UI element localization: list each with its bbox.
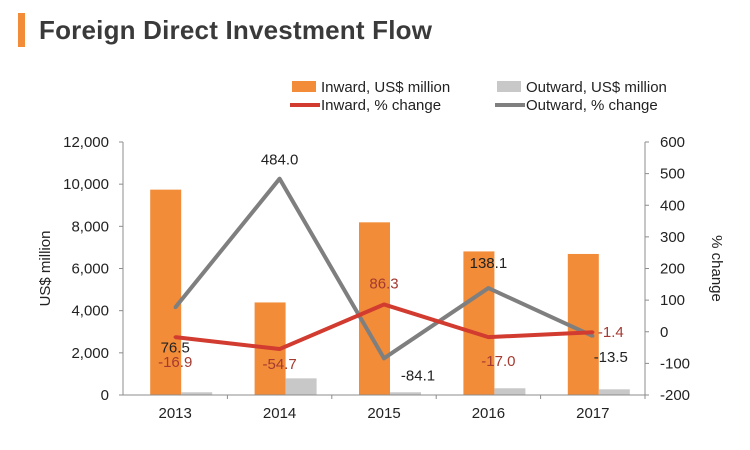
x-tick-label: 2014: [263, 405, 296, 422]
label-inward-change-2016: -17.0: [481, 353, 515, 370]
legend-label-2: Inward, % change: [321, 97, 441, 114]
line-inward-change-point-2015: [382, 302, 386, 307]
right-tick-label: 300: [660, 229, 685, 246]
line-outward-change-point-2014: [278, 177, 282, 181]
right-tick-label: 500: [660, 166, 685, 183]
x-tick-label: 2016: [472, 405, 505, 422]
bar-outward-2014: [285, 378, 317, 395]
line-inward-change-point-2014: [278, 347, 282, 351]
left-tick-label: 0: [101, 387, 109, 404]
right-tick-label: 600: [660, 134, 685, 151]
line-inward-change-point-2013: [173, 335, 177, 339]
chart-title: Foreign Direct Investment Flow: [39, 14, 433, 45]
line-outward-change-point-2013: [173, 305, 177, 310]
x-tick-label: 2015: [367, 405, 400, 422]
label-inward-change-2014: -54.7: [262, 356, 296, 373]
label-outward-change-2013: 76.5: [161, 340, 190, 357]
chart-title-block: Foreign Direct Investment Flow: [18, 12, 432, 48]
right-tick-label: 100: [660, 292, 685, 309]
left-tick-label: 12,000: [63, 134, 109, 151]
left-tick-label: 4,000: [71, 303, 109, 320]
left-tick-label: 10,000: [63, 176, 109, 193]
y-left-axis-title: US$ million: [37, 231, 54, 307]
line-inward-change-point-2017: [591, 330, 595, 334]
left-tick-label: 2,000: [71, 345, 109, 362]
bar-outward-2017: [598, 389, 630, 395]
left-tick-label: 6,000: [71, 261, 109, 278]
legend-label-0: Inward, US$ million: [321, 79, 450, 96]
legend-swatch-0: [292, 81, 316, 92]
right-tick-label: -200: [660, 387, 690, 404]
bar-outward-2016: [494, 388, 526, 395]
label-outward-change-2016: 138.1: [470, 255, 508, 272]
label-inward-change-2013: -16.9: [158, 354, 192, 371]
line-outward-change-point-2015: [382, 356, 386, 360]
legend-label-1: Outward, US$ million: [526, 79, 667, 96]
right-tick-label: -100: [660, 355, 690, 372]
line-outward-change-point-2017: [591, 334, 595, 338]
label-outward-change-2017: -13.5: [594, 349, 628, 366]
x-tick-label: 2017: [576, 405, 609, 422]
bar-inward-2017: [567, 253, 599, 395]
y-right-axis-title: % change: [708, 235, 725, 302]
left-tick-label: 8,000: [71, 218, 109, 235]
legend-swatch-1: [497, 81, 521, 92]
axes-layer: 0 2,000 4,000 6,000 8,000 10,000 12,000 -200 -10…: [37, 134, 725, 422]
line-inward-change-point-2016: [486, 335, 490, 339]
label-outward-change-2014: 484.0: [261, 152, 299, 169]
right-tick-label: 200: [660, 261, 685, 278]
bar-inward-2016: [463, 251, 495, 395]
bar-outward-2013: [181, 392, 213, 395]
label-outward-change-2015: -84.1: [401, 367, 435, 384]
bar-inward-2013: [150, 189, 182, 395]
data-labels-layer: 76.5 484.0 -84.1 138.1 -13.5 -16.9 -54.7 86.3 -1…: [158, 152, 628, 385]
label-inward-change-2017: -1.4: [598, 324, 624, 341]
label-inward-change-2015: 86.3: [369, 275, 398, 292]
bar-outward-2015: [390, 392, 421, 395]
legend-label-3: Outward, % change: [526, 97, 658, 114]
x-tick-label: 2013: [159, 405, 192, 422]
line-outward-change-point-2016: [486, 286, 490, 290]
title-accent-bar: [18, 13, 25, 47]
legend: Inward, US$ million Outward, US$ million I…: [290, 79, 667, 114]
right-tick-label: 0: [660, 324, 668, 341]
lines-layer: [173, 176, 595, 361]
right-tick-label: 400: [660, 197, 685, 214]
